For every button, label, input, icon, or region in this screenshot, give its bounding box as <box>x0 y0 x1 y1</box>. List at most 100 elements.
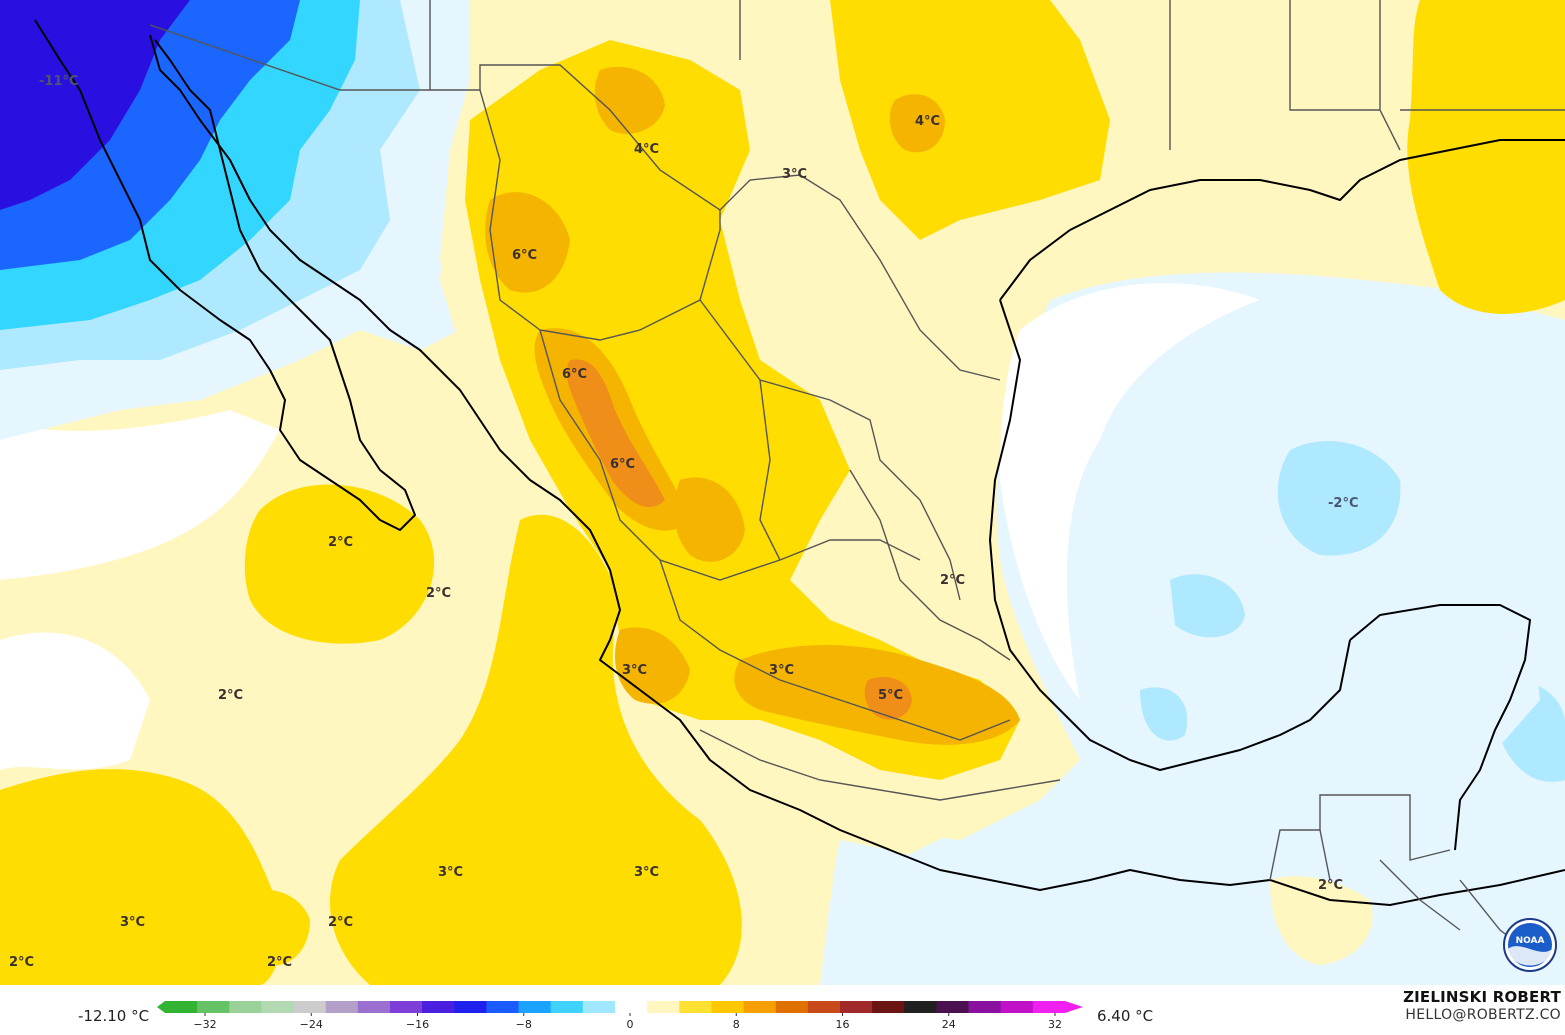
label-anom-mich: 3°C <box>769 663 794 678</box>
noaa-logo-text: NOAA <box>1516 936 1545 946</box>
anomaly-labels: -11°C 4°C 4°C 3°C 6°C 6°C 6°C -2°C 2°C 2… <box>9 74 1358 970</box>
state-boundary-7 <box>699 729 1061 801</box>
baja-west-coast <box>34 19 416 531</box>
colorbar-swatch <box>261 1001 295 1013</box>
gulf-cold-light-3 <box>1140 687 1188 741</box>
label-anom-pac8: 2°C <box>9 955 34 970</box>
colorbar-swatch <box>165 1001 198 1013</box>
legend-footer: -12.10 °C −32 −24 −16 −8 0 8 16 24 32 6.40 °C ZI… <box>0 985 1565 1035</box>
colorbar-swatch <box>550 1001 584 1013</box>
author-name: ZIELINSKI ROBERT <box>1403 988 1561 1006</box>
us-state-lines <box>429 0 1565 151</box>
colorbar-swatch <box>775 1001 809 1013</box>
colorbar-swatch <box>229 1001 262 1013</box>
noaa-logo-icon: NOAA <box>1503 918 1557 972</box>
colorbar-swatch <box>197 1001 230 1013</box>
label-anom-coah: 3°C <box>782 167 807 182</box>
state-boundary-6 <box>849 469 1011 661</box>
pacific-warm-yellow-3 <box>0 769 283 985</box>
label-anom-tamps: 2°C <box>940 573 965 588</box>
legend-colorbar: −32 −24 −16 −8 0 8 16 24 32 <box>157 1001 1083 1031</box>
legend-min-value: -12.10 °C <box>78 1007 150 1025</box>
colorbar-tick-label: 24 <box>942 1018 956 1031</box>
label-anom-central: 5°C <box>878 688 903 703</box>
anomaly-map: -11°C 4°C 4°C 3°C 6°C 6°C 6°C -2°C 2°C 2… <box>0 0 1565 985</box>
pacific-warm-yellow-4 <box>229 889 310 966</box>
label-anom-pac2: 2°C <box>426 586 451 601</box>
mexico-warm-deep <box>566 359 665 508</box>
mexico-warm-orange-4 <box>674 477 745 562</box>
state-boundary-5 <box>759 379 781 561</box>
colorbar-swatches <box>157 1001 1083 1013</box>
colorbar-swatch <box>615 1001 648 1013</box>
author-contact: HELLO@ROBERTZ.CO <box>1405 1007 1561 1023</box>
label-anom-pac3: 2°C <box>218 688 243 703</box>
colorbar-swatch <box>582 1001 616 1013</box>
label-anom-nw: -11°C <box>39 74 79 89</box>
colorbar-tick-label: −8 <box>516 1018 532 1031</box>
colorbar-swatch <box>1000 1001 1034 1013</box>
state-boundary-1 <box>479 89 721 341</box>
sonora-sinaloa-coast <box>149 34 1271 891</box>
colorbar-tick-label: 8 <box>733 1018 740 1031</box>
label-anom-pac5: 3°C <box>634 865 659 880</box>
colorbar-swatch <box>1032 1001 1066 1013</box>
colorbar-swatch <box>293 1001 327 1013</box>
colorbar-ticks: −32 −24 −16 −8 0 8 16 24 32 <box>193 1013 1062 1031</box>
state-boundary-4 <box>659 559 1011 741</box>
texas-warm-orange <box>889 94 945 153</box>
central-america-coast <box>1269 869 1565 906</box>
label-anom-sierra2: 6°C <box>610 457 635 472</box>
cold-extreme-region <box>0 0 190 210</box>
gulf-white-region <box>1000 283 1260 700</box>
state-boundary-2 <box>699 299 961 601</box>
pacific-warm-yellow-1 <box>244 484 435 644</box>
label-anom-texas: 4°C <box>915 114 940 129</box>
colorbar-swatch <box>968 1001 1002 1013</box>
colorbar-max-arrow <box>1065 1001 1083 1013</box>
guatemala-border <box>1269 794 1451 881</box>
yucatan-cold-pale <box>1343 609 1540 800</box>
state-boundary-3 <box>539 329 921 581</box>
mexico-warm-orange-1 <box>485 192 570 293</box>
colorbar-swatch <box>711 1001 745 1013</box>
label-anom-pac4: 3°C <box>438 865 463 880</box>
pacific-neutral-zone-2 <box>0 632 150 770</box>
colorbar-tick-label: −24 <box>300 1018 323 1031</box>
colorbar-swatch <box>679 1001 712 1013</box>
colorbar-tick-label: 16 <box>836 1018 850 1031</box>
colorbar-min-arrow <box>157 1001 165 1013</box>
mexico-warm-yellow <box>465 40 1020 780</box>
colorbar-tick-label: −32 <box>193 1018 216 1031</box>
colorbar-swatch <box>518 1001 552 1013</box>
south-cold-pale <box>820 840 1565 985</box>
colorbar-swatch <box>390 1001 423 1013</box>
label-anom-chih: 4°C <box>634 142 659 157</box>
label-anom-sonora: 6°C <box>512 248 537 263</box>
colorbar-swatch <box>904 1001 937 1013</box>
colorbar-tick-label: 32 <box>1048 1018 1062 1031</box>
colorbar-swatch <box>325 1001 359 1013</box>
colorbar-tick-label: 0 <box>627 1018 634 1031</box>
northeast-warm-yellow <box>1407 0 1565 314</box>
colorbar-swatch <box>743 1001 777 1013</box>
label-anom-sierra1: 6°C <box>562 367 587 382</box>
pacific-warm-yellow-2 <box>330 514 742 985</box>
label-anom-jal: 3°C <box>622 663 647 678</box>
central-warm-deep <box>864 676 912 720</box>
guatemala-warm <box>1270 876 1373 965</box>
texas-warm-yellow <box>830 0 1110 240</box>
colorbar-swatch <box>872 1001 905 1013</box>
label-anom-pac9: 2°C <box>267 955 292 970</box>
gulf-cold-light-2 <box>1170 574 1245 638</box>
label-anom-pac6: 3°C <box>120 915 145 930</box>
northeast-warm-yellow-2 <box>1440 11 1520 64</box>
colorbar-swatch <box>840 1001 873 1013</box>
label-anom-pac7: 2°C <box>328 915 353 930</box>
legend-max-value: 6.40 °C <box>1097 1007 1154 1025</box>
colorbar-swatch <box>486 1001 520 1013</box>
label-anom-guate: 2°C <box>1318 878 1343 893</box>
label-anom-pac1: 2°C <box>328 535 353 550</box>
colorbar-swatch <box>936 1001 970 1013</box>
gulf-cold-light-1 <box>1277 441 1401 556</box>
